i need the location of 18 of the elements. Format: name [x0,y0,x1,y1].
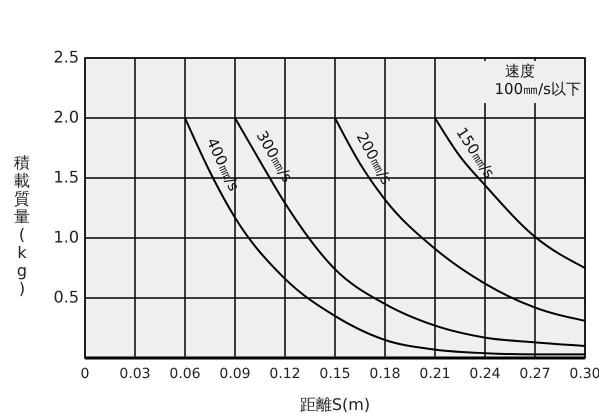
x-tick-label: 0.18 [369,366,401,382]
x-tick-label: 0.03 [119,366,151,382]
annotation: 速度 100㎜/s以下 [494,62,581,98]
x-tick-label: 0 [80,366,90,382]
y-tick-label: 1.5 [54,167,79,186]
y-axis-title: 積載質量(kg) [14,153,30,298]
y-tick-label: 0.5 [54,287,79,306]
x-tick-label: 0.15 [319,366,351,382]
x-axis-title: 距離S(m) [300,395,370,414]
x-tick-label: 0.24 [469,366,501,382]
x-tick-label: 0.27 [519,366,551,382]
y-tick-label: 2.5 [54,47,79,66]
x-tick-label: 0.06 [169,366,201,382]
x-tick-label: 0.12 [269,366,301,382]
x-tick-label: 0.09 [219,366,251,382]
y-tick-label: 1.0 [54,227,79,246]
x-tick-label: 0.21 [419,366,451,382]
y-tick-label: 2.0 [54,107,79,126]
